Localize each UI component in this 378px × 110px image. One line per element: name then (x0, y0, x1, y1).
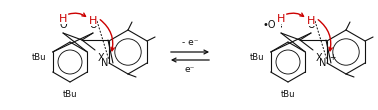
Text: H: H (277, 14, 285, 24)
Text: e⁻: e⁻ (185, 65, 195, 74)
Text: tBu: tBu (249, 52, 264, 61)
Text: +: + (329, 52, 335, 61)
Text: H: H (59, 14, 67, 24)
Text: H: H (89, 16, 97, 26)
Text: O: O (307, 20, 315, 30)
Text: O: O (89, 20, 97, 30)
Text: N: N (319, 58, 326, 68)
Text: N: N (101, 58, 108, 68)
Text: tBu: tBu (281, 90, 295, 99)
Text: X: X (316, 53, 323, 63)
Text: O: O (59, 20, 67, 30)
Text: X: X (98, 53, 105, 63)
Text: - e⁻: - e⁻ (182, 38, 198, 47)
Text: tBu: tBu (31, 52, 46, 61)
Text: tBu: tBu (63, 90, 77, 99)
Text: H: H (307, 16, 315, 26)
Text: •O: •O (262, 20, 276, 30)
